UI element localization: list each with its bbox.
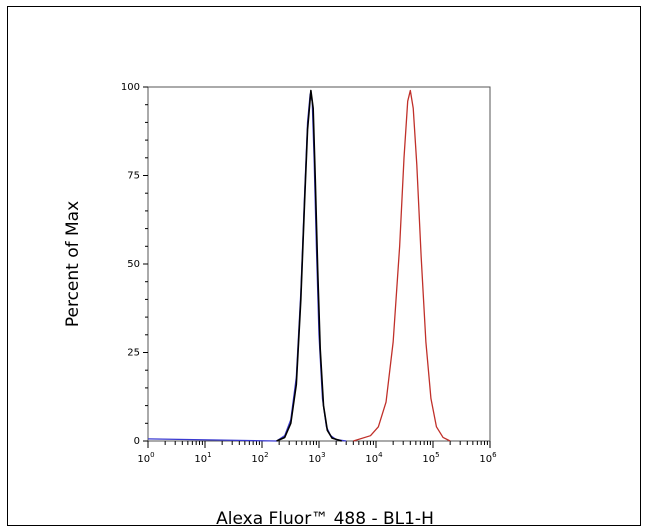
y-tick-label: 75 bbox=[127, 171, 140, 182]
x-tick-label: 104 bbox=[365, 451, 383, 465]
plot-area bbox=[147, 86, 491, 442]
y-tick-label: 100 bbox=[121, 82, 140, 93]
y-axis: 0 25 50 75 100 bbox=[121, 82, 148, 447]
y-tick-label: 25 bbox=[127, 348, 140, 359]
x-tick-exponent: 1 bbox=[207, 451, 211, 459]
x-tick-base: 10 bbox=[365, 454, 378, 465]
x-tick-label: 101 bbox=[194, 451, 211, 465]
y-tick-label: 0 bbox=[134, 436, 140, 447]
series-layer bbox=[147, 89, 451, 442]
x-tick-label: 103 bbox=[308, 451, 325, 465]
histogram-series-3 bbox=[353, 89, 451, 442]
x-tick-exponent: 5 bbox=[435, 451, 439, 459]
histogram-series-2 bbox=[276, 89, 342, 442]
x-tick-label: 106 bbox=[479, 451, 497, 465]
x-tick-base: 10 bbox=[137, 454, 150, 465]
x-tick-exponent: 0 bbox=[150, 451, 154, 459]
y-axis-label: Percent of Max bbox=[63, 201, 83, 327]
x-tick-base: 10 bbox=[422, 454, 435, 465]
chart-frame bbox=[7, 6, 641, 526]
x-tick-label: 100 bbox=[137, 451, 154, 465]
histogram-series-1 bbox=[147, 93, 347, 442]
x-tick-base: 10 bbox=[479, 454, 492, 465]
x-axis-label: Alexa Fluor™ 488 - BL1-H bbox=[216, 509, 434, 529]
x-tick-label: 105 bbox=[422, 451, 439, 465]
x-tick-base: 10 bbox=[194, 454, 207, 465]
x-tick-label: 102 bbox=[251, 451, 268, 465]
x-tick-exponent: 6 bbox=[492, 451, 497, 459]
x-tick-base: 10 bbox=[308, 454, 321, 465]
x-tick-base: 10 bbox=[251, 454, 264, 465]
x-axis: 100 101 102 103 104 105 106 bbox=[137, 441, 497, 465]
x-tick-exponent: 3 bbox=[321, 451, 325, 459]
y-tick-label: 50 bbox=[127, 259, 140, 270]
x-tick-exponent: 2 bbox=[264, 451, 268, 459]
x-tick-exponent: 4 bbox=[378, 451, 383, 459]
